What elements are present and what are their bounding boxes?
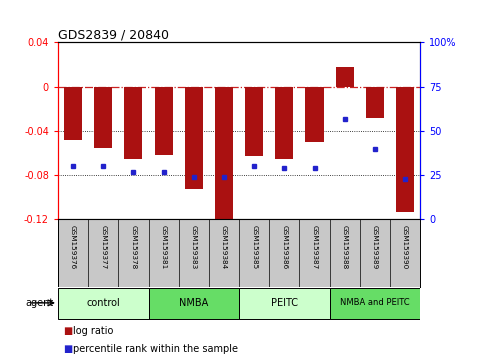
Text: GSM159387: GSM159387 (312, 225, 317, 269)
Text: ■: ■ (63, 344, 72, 354)
Bar (239, 289, 330, 319)
Text: GSM159385: GSM159385 (251, 225, 257, 269)
Bar (215, 87, 233, 225)
Text: GSM159376: GSM159376 (70, 225, 76, 269)
Text: GSM159386: GSM159386 (282, 225, 287, 269)
Text: GSM159381: GSM159381 (161, 225, 167, 269)
Text: GSM159388: GSM159388 (342, 225, 348, 269)
Text: NMBA: NMBA (179, 298, 209, 308)
Bar (275, 87, 294, 159)
Bar (125, 87, 142, 159)
Bar (94, 87, 113, 148)
Bar (330, 289, 420, 319)
Bar (366, 87, 384, 118)
Bar (336, 67, 354, 87)
Bar (245, 87, 263, 156)
Bar (396, 87, 414, 212)
Bar (149, 289, 239, 319)
Bar (58, 289, 149, 319)
Text: GSM159384: GSM159384 (221, 225, 227, 269)
Bar (185, 87, 203, 188)
Text: GSM159378: GSM159378 (130, 225, 136, 269)
Text: percentile rank within the sample: percentile rank within the sample (73, 344, 239, 354)
Bar (306, 87, 324, 142)
Text: NMBA and PEITC: NMBA and PEITC (340, 298, 410, 307)
Text: ■: ■ (63, 326, 72, 336)
Text: GSM159383: GSM159383 (191, 225, 197, 269)
Text: GSM159390: GSM159390 (402, 225, 408, 269)
Text: agent: agent (25, 298, 53, 308)
Text: PEITC: PEITC (271, 298, 298, 308)
Text: GSM159377: GSM159377 (100, 225, 106, 269)
Bar (64, 87, 82, 140)
Text: control: control (86, 298, 120, 308)
Text: log ratio: log ratio (73, 326, 114, 336)
Text: GSM159389: GSM159389 (372, 225, 378, 269)
Bar (155, 87, 173, 155)
Text: GDS2839 / 20840: GDS2839 / 20840 (58, 28, 169, 41)
